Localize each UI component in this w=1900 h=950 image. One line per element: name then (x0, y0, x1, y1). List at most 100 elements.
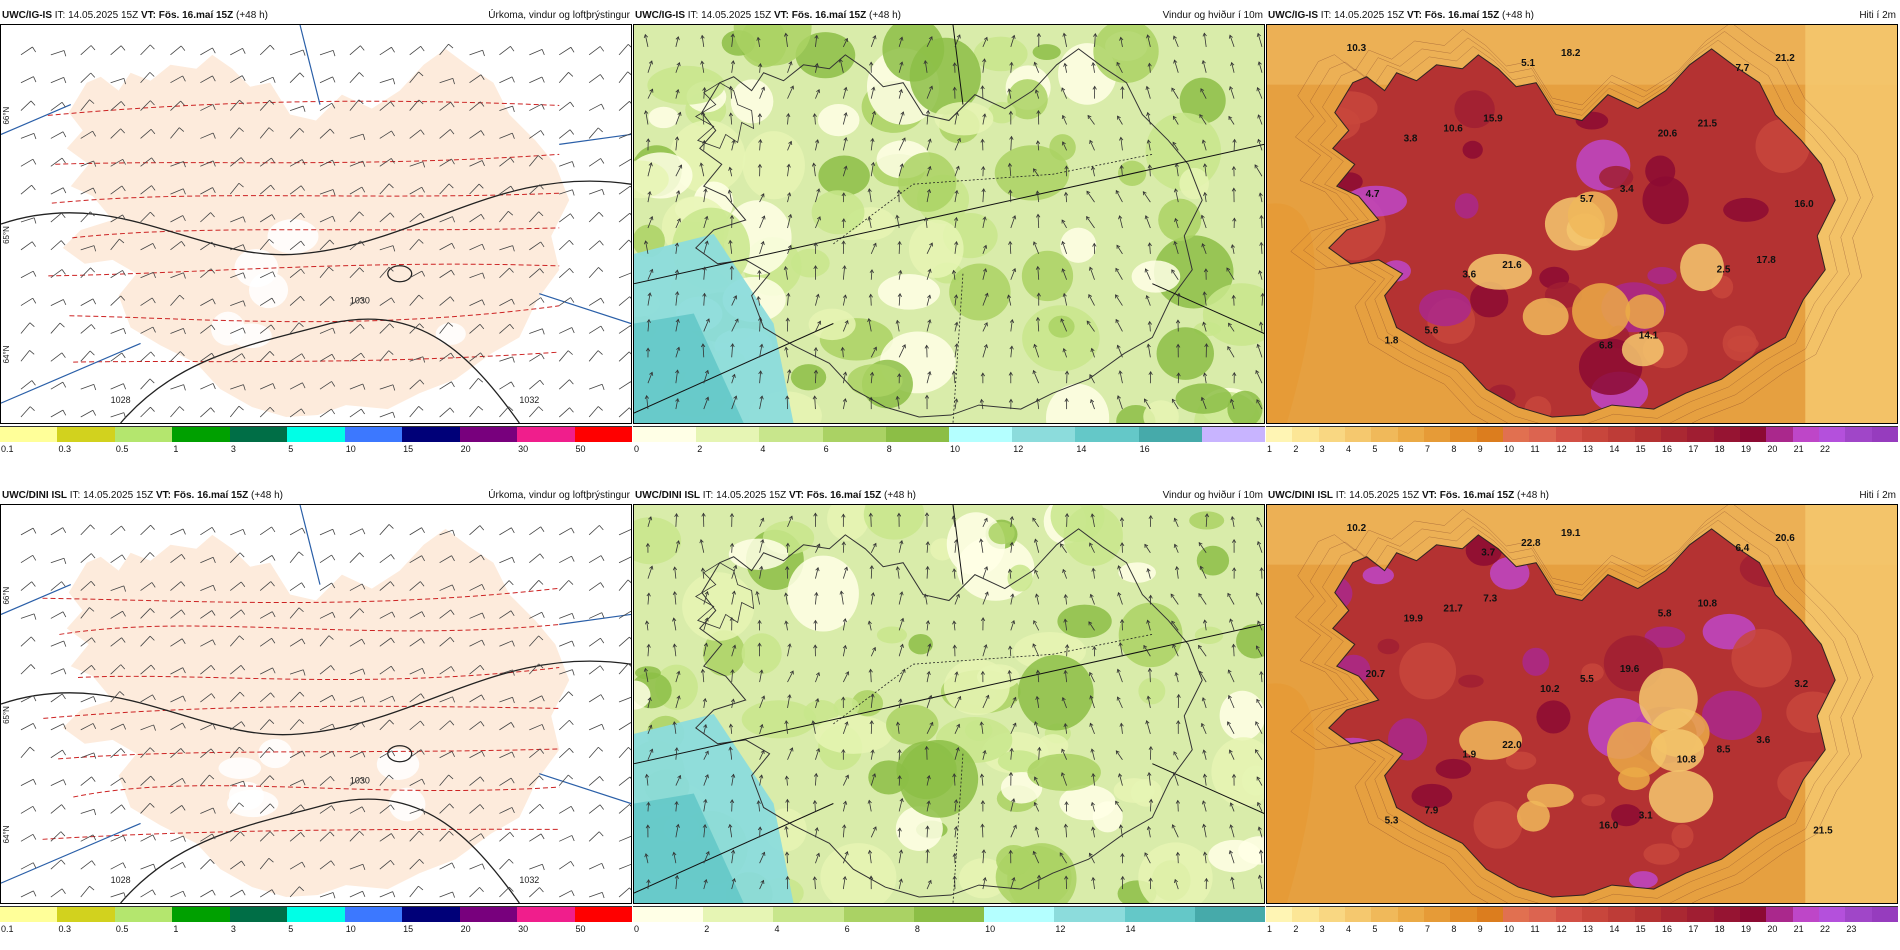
scale-tick-label: 15 (403, 444, 414, 454)
color-swatch (1397, 907, 1424, 922)
temperature-value: 17.8 (1756, 255, 1776, 266)
color-swatch (344, 907, 403, 922)
color-swatch (57, 907, 115, 922)
scale-tick-label: 17 (1688, 444, 1699, 454)
run-info: UWC/IG-IS IT: 14.05.2025 15Z VT: Fös. 16… (1268, 8, 1534, 24)
color-swatch (1344, 427, 1372, 442)
temperature-contour (73, 351, 560, 363)
scale-tick-label: 5 (288, 444, 294, 454)
scale-tick-label: 2 (1293, 924, 1299, 934)
temperature-contour (42, 828, 560, 840)
isobar-label: 1032 (519, 875, 539, 885)
scale-tick-label: 3 (230, 444, 236, 454)
color-swatch (1871, 427, 1898, 442)
scale-tick-label: 17 (1688, 924, 1699, 934)
scale-tick-label: 11 (1530, 444, 1540, 454)
temperature-value: 10.3 (1347, 43, 1367, 54)
panel-header: UWC/IG-IS IT: 14.05.2025 15Z VT: Fös. 16… (633, 8, 1265, 24)
temperature-value: 4.7 (1366, 189, 1380, 200)
temperature-value: 21.5 (1813, 825, 1833, 836)
map-area[interactable]: 1030 1032 1028 66°N 65°N 64°N (0, 24, 632, 424)
isobar-label: 1030 (350, 296, 370, 306)
run-info: UWC/IG-IS IT: 14.05.2025 15Z VT: Fös. 16… (635, 8, 901, 24)
color-swatch (1292, 907, 1319, 922)
isobar (120, 318, 520, 423)
field-patches (1467, 191, 1724, 367)
wind-barbs (20, 524, 631, 899)
color-swatch (885, 427, 950, 442)
scale-tick-label: 10 (345, 444, 356, 454)
color-swatch (1818, 427, 1846, 442)
init-time: IT: 14.05.2025 15Z (1320, 10, 1405, 21)
color-swatch (1581, 907, 1609, 922)
isobar-label: 1030 (350, 776, 370, 786)
color-swatch (1476, 907, 1503, 922)
scale-tick-label: 16 (1662, 924, 1673, 934)
run-info: UWC/DINI ISL IT: 14.05.2025 15Z VT: Fös.… (1268, 488, 1549, 504)
color-swatch (1423, 907, 1451, 922)
scale-tick-label: 22 (1820, 444, 1831, 454)
map-area[interactable] (633, 24, 1265, 424)
scale-tick-label: 14 (1609, 924, 1620, 934)
color-swatch (574, 907, 632, 922)
isobar (120, 798, 520, 903)
map-area[interactable]: 10.2 7.3 19.6 3.6 7.9 19.1 10.8 20.7 22.0 3.1 20.6… (1266, 504, 1898, 904)
color-swatch (913, 907, 985, 922)
field-title: Vindur og hviður í 10m (1162, 490, 1263, 501)
isobar-label: 1032 (519, 395, 539, 405)
color-swatch (1634, 907, 1661, 922)
scale-tick-label: 19 (1741, 444, 1752, 454)
color-scale (633, 906, 1265, 922)
temperature-value: 10.2 (1540, 684, 1560, 695)
panel-header: UWC/DINI ISL IT: 14.05.2025 15Z VT: Fös.… (633, 488, 1265, 504)
temperature-value: 1.8 (1385, 335, 1399, 346)
color-swatch (822, 427, 886, 442)
color-swatch (1138, 427, 1202, 442)
panel-precip-row2: UWC/DINI ISL IT: 14.05.2025 15Z VT: Fös.… (0, 488, 632, 948)
scale-tick-label: 10 (985, 924, 996, 934)
color-swatch (1397, 427, 1424, 442)
scale-tick-label: 13 (1583, 924, 1594, 934)
temperature-contour (48, 263, 560, 277)
color-swatch (1660, 427, 1688, 442)
map-area[interactable]: 10.3 15.9 3.4 17.8 5.6 18.2 21.5 4.7 21.6 14.1 21.… (1266, 24, 1898, 424)
scale-tick-label: 7 (1425, 444, 1431, 454)
scale-tick-label: 0.5 (115, 924, 129, 934)
temperature-contour (55, 153, 560, 165)
color-swatch (402, 907, 460, 922)
scale-tick-label: 4 (1346, 924, 1352, 934)
color-swatch (1713, 907, 1740, 922)
init-time: IT: 14.05.2025 15Z (702, 490, 787, 501)
scale-tick-label: 2 (1293, 444, 1299, 454)
model-name: UWC/IG-IS (2, 10, 52, 21)
color-swatch (1012, 427, 1076, 442)
panel-header: UWC/DINI ISL IT: 14.05.2025 15Z VT: Fös.… (0, 488, 632, 504)
temperature-value: 5.3 (1385, 815, 1399, 826)
temperature-value: 16.0 (1599, 820, 1619, 831)
color-swatch (1792, 907, 1819, 922)
color-swatch (57, 427, 115, 442)
color-swatch (1054, 907, 1125, 922)
wind-arrows (643, 32, 1264, 410)
color-swatch (1792, 427, 1819, 442)
temperature-contour (51, 192, 560, 204)
valid-time: Fös. 16.maí 15Z (791, 10, 867, 21)
temperature-value: 20.7 (1366, 669, 1386, 680)
scale-tick-label: 21 (1793, 924, 1804, 934)
scale-tick-label: 30 (518, 444, 529, 454)
temperature-value: 2.5 (1717, 265, 1731, 276)
temperature-value: 5.6 (1425, 325, 1439, 336)
color-swatch (0, 427, 58, 442)
color-swatch (1194, 907, 1265, 922)
model-name: UWC/IG-IS (635, 10, 685, 21)
valid-time: Fös. 16.maí 15Z (158, 10, 234, 21)
map-area[interactable] (633, 504, 1265, 904)
color-swatch (1344, 907, 1372, 922)
color-swatch (1687, 907, 1714, 922)
scale-tick-label: 12 (1055, 924, 1066, 934)
color-swatch (1450, 427, 1477, 442)
init-time: IT: 14.05.2025 15Z (1335, 490, 1420, 501)
map-area[interactable]: 1030 1032 1028 66°N 65°N 64°N (0, 504, 632, 904)
scale-tick-label: 1 (173, 924, 179, 934)
color-swatch (1266, 907, 1293, 922)
